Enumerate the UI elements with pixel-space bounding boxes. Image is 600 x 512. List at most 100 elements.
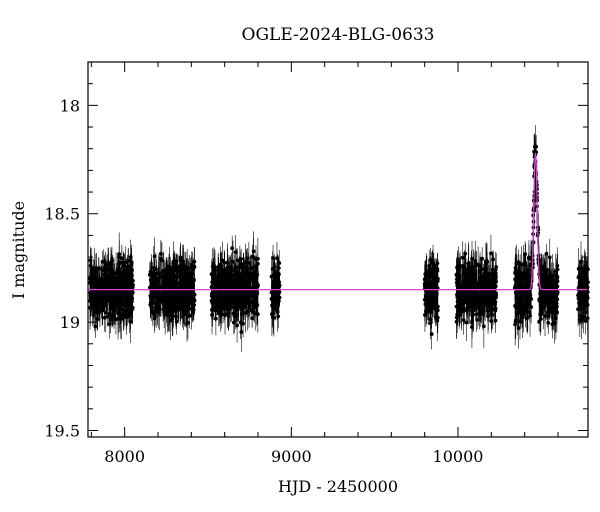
data-point — [491, 283, 496, 288]
data-point — [581, 306, 585, 310]
data-point — [428, 273, 433, 278]
model-curve — [88, 152, 588, 291]
data-point — [459, 309, 464, 314]
data-point — [115, 304, 120, 309]
data-point — [211, 291, 216, 296]
data-point — [168, 318, 173, 323]
data-point — [105, 314, 110, 319]
data-point — [235, 280, 240, 285]
data-point — [551, 307, 556, 312]
plot-frame — [87, 61, 589, 438]
data-point — [123, 260, 128, 265]
data-point — [187, 313, 192, 318]
data-point — [435, 261, 440, 266]
data-point — [431, 292, 436, 296]
data-point — [463, 251, 468, 256]
data-point — [126, 291, 131, 296]
data-point — [127, 272, 132, 277]
data-point — [93, 289, 97, 294]
data-point — [582, 267, 587, 271]
data-point — [110, 313, 114, 318]
data-point — [234, 305, 239, 310]
data-point — [93, 324, 98, 329]
data-point — [222, 260, 227, 265]
data-point — [158, 275, 162, 280]
data-point — [254, 274, 259, 279]
data-point — [271, 279, 276, 283]
data-point — [186, 271, 190, 276]
data-point — [550, 322, 555, 327]
data-point — [431, 263, 436, 268]
data-point — [154, 267, 158, 272]
data-point — [275, 256, 279, 261]
data-point — [555, 310, 559, 314]
data-point — [481, 301, 486, 306]
data-point — [107, 297, 112, 302]
data-point — [463, 281, 468, 286]
data-point — [581, 300, 586, 304]
data-point — [492, 301, 496, 306]
data-point — [167, 283, 172, 287]
data-point — [88, 258, 93, 263]
data-point — [513, 322, 518, 327]
data-point — [430, 306, 435, 311]
data-point — [471, 283, 476, 288]
data-point — [470, 325, 474, 329]
data-point — [579, 317, 584, 322]
data-point — [426, 269, 431, 274]
data-point — [90, 284, 94, 289]
data-point — [123, 272, 128, 277]
data-point — [476, 280, 481, 285]
data-point — [494, 265, 499, 269]
data-point — [576, 307, 580, 312]
data-point — [230, 246, 235, 251]
data-point — [252, 283, 257, 288]
data-point — [110, 278, 114, 283]
data-point — [270, 315, 275, 319]
data-point — [582, 284, 587, 289]
data-point — [124, 298, 129, 302]
data-point — [100, 259, 105, 264]
data-point — [553, 283, 557, 288]
data-point — [252, 300, 257, 304]
y-tick-label: 19.5 — [44, 421, 80, 440]
data-point — [222, 285, 227, 290]
data-point — [212, 282, 217, 287]
data-point — [578, 286, 583, 290]
y-tick-label: 18.5 — [44, 205, 80, 224]
data-point — [118, 297, 123, 301]
data-point — [178, 255, 183, 260]
data-point — [462, 291, 466, 296]
data-point — [240, 300, 245, 304]
data-point — [243, 278, 248, 283]
data-point — [125, 283, 130, 288]
data-point — [523, 252, 528, 257]
data-point — [165, 296, 170, 301]
data-point — [170, 273, 175, 277]
data-point — [107, 322, 112, 326]
data-point — [106, 262, 111, 267]
data-point — [97, 266, 101, 271]
data-point — [215, 303, 220, 307]
data-point — [235, 323, 239, 328]
data-point — [100, 303, 105, 308]
data-point — [519, 262, 524, 267]
data-point — [169, 302, 174, 307]
data-point — [220, 312, 224, 317]
data-point — [539, 291, 544, 296]
data-point — [219, 264, 224, 268]
x-tick-label: 10000 — [433, 447, 484, 466]
data-point — [241, 321, 245, 326]
data-point — [551, 291, 556, 296]
data-point — [180, 271, 185, 276]
data-point — [274, 282, 279, 287]
data-point — [224, 297, 229, 302]
data-point — [276, 314, 281, 319]
data-point — [98, 296, 103, 301]
data-point — [119, 283, 124, 288]
data-point — [253, 264, 258, 269]
data-point — [555, 263, 560, 268]
data-point — [457, 266, 462, 271]
data-point — [95, 317, 100, 322]
